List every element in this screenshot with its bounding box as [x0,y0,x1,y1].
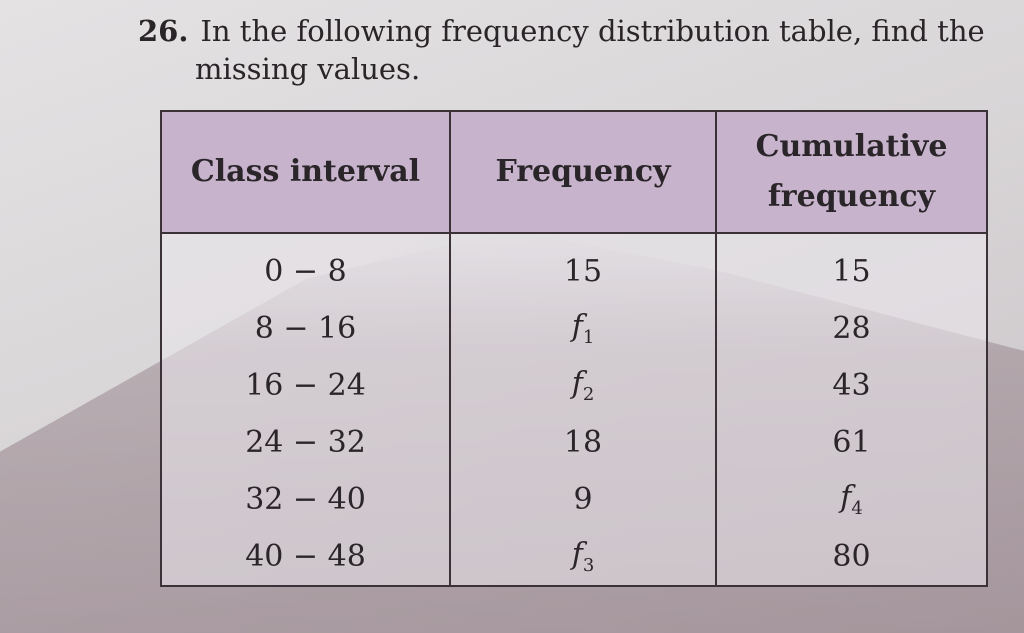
question-text: 26. In the following frequency distributi… [138,12,998,88]
cumulative-cell: 28 [715,300,988,357]
cumulative-cell: 61 [715,414,988,471]
class-cell: 0 − 8 [160,233,451,300]
frequency-table: Class interval Frequency Cumulative freq… [160,110,988,587]
frequency-cell: f1 [449,300,717,357]
cumulative-cell: 80 [715,528,988,586]
question-line-1: In the following frequency distribution … [200,14,985,48]
class-cell: 32 − 40 [160,471,451,528]
table-row: 16 − 24 f2 43 [160,357,988,414]
frequency-cell: f3 [449,528,717,586]
class-cell: 24 − 32 [160,414,451,471]
class-cell: 8 − 16 [160,300,451,357]
header-cumulative-frequency: Cumulative frequency [715,110,988,234]
question-number: 26. [138,14,189,48]
class-cell: 16 − 24 [160,357,451,414]
cumulative-cell: 43 [715,357,988,414]
cumulative-cell: 15 [715,233,988,300]
frequency-cell: 9 [449,471,717,528]
table-row: 32 − 40 9 f4 [160,471,988,528]
frequency-cell: 18 [449,414,717,471]
frequency-cell: 15 [449,233,717,300]
class-cell: 40 − 48 [160,528,451,586]
header-frequency: Frequency [449,110,717,234]
frequency-cell: f2 [449,357,717,414]
cumulative-cell: f4 [715,471,988,528]
table-row: 8 − 16 f1 28 [160,300,988,357]
table-row: 40 − 48 f3 80 [160,528,988,586]
header-class-interval: Class interval [160,110,451,234]
table-row: 24 − 32 18 61 [160,414,988,471]
table-row: 0 − 8 15 15 [160,233,988,300]
question-line-2: missing values. [195,52,421,86]
